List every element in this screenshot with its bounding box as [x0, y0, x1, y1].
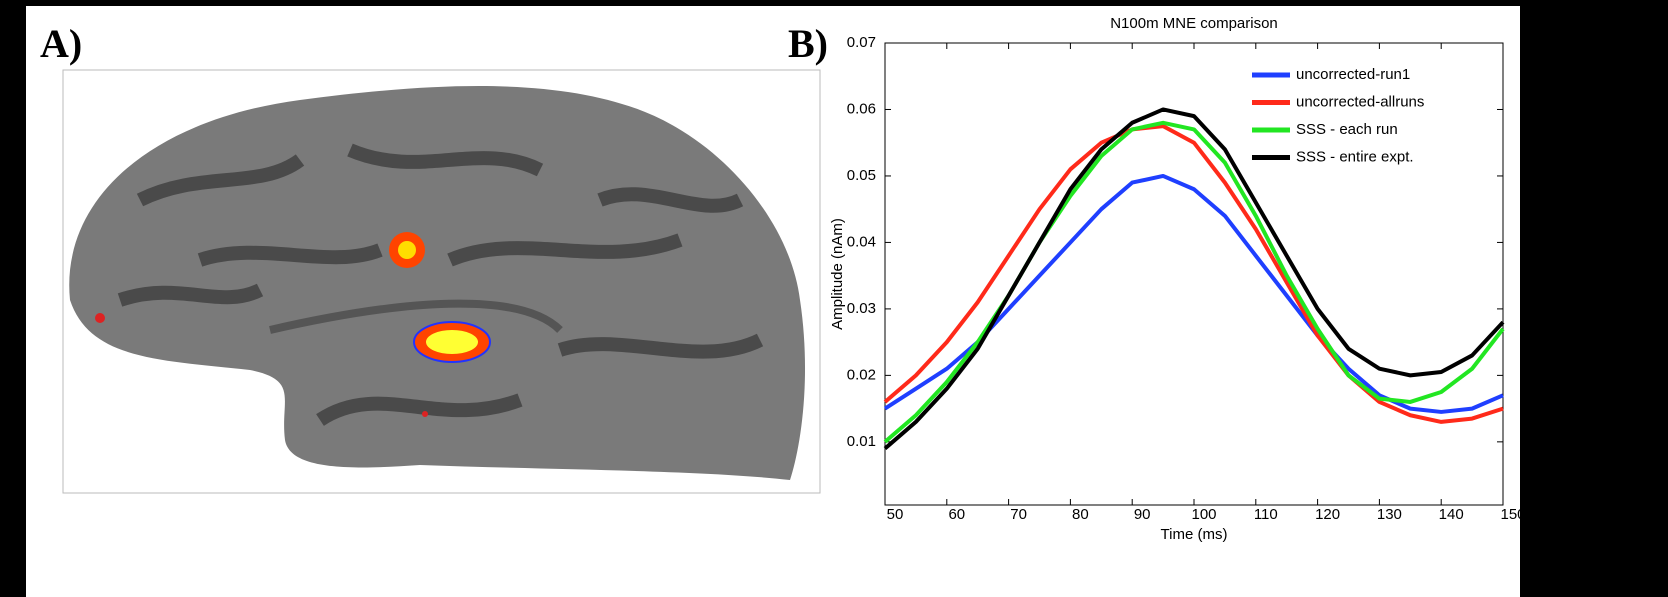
legend-label: SSS - each run: [1296, 121, 1398, 138]
y-tick-label: 0.05: [847, 167, 876, 184]
border-right: [1520, 0, 1668, 597]
x-tick-label: 80: [1072, 506, 1089, 523]
y-tick-label: 0.04: [847, 233, 876, 250]
chart: N100m MNE comparison Time (ms) Amplitude (…: [829, 15, 1526, 543]
chart-title: N100m MNE comparison: [1110, 15, 1278, 32]
x-axis-label: Time (ms): [1161, 526, 1228, 543]
panel-label: A): [40, 21, 82, 66]
x-tick-label: 50: [887, 506, 904, 523]
legend-label: uncorrected-run1: [1296, 66, 1410, 83]
x-tick-label: 150: [1500, 506, 1525, 523]
y-tick-label: 0.02: [847, 366, 876, 383]
x-tick-label: 120: [1315, 506, 1340, 523]
figure: A) B) N100m MNE comparison Time (ms) Ampli…: [0, 0, 1668, 597]
x-tick-label: 90: [1134, 506, 1151, 523]
y-axis-label: Amplitude (nAm): [829, 218, 846, 330]
activation: [95, 313, 105, 323]
legend-label: SSS - entire expt.: [1296, 148, 1414, 165]
x-tick-label: 110: [1254, 506, 1278, 523]
x-tick-label: 100: [1191, 506, 1216, 523]
border-left: [0, 0, 26, 597]
legend-label: uncorrected-allruns: [1296, 93, 1424, 110]
y-tick-label: 0.03: [847, 300, 876, 317]
x-tick-label: 140: [1439, 506, 1464, 523]
y-tick-label: 0.06: [847, 100, 876, 117]
activation: [426, 330, 478, 354]
y-tick-label: 0.01: [847, 433, 876, 450]
x-tick-label: 130: [1377, 506, 1402, 523]
x-tick-label: 60: [948, 506, 965, 523]
activation: [422, 411, 428, 417]
border-top: [0, 0, 1668, 6]
panel-label: B): [788, 21, 828, 66]
brain-image: [63, 70, 820, 493]
y-tick-label: 0.07: [847, 34, 876, 51]
activation: [398, 241, 416, 259]
x-tick-label: 70: [1010, 506, 1027, 523]
plot-area: [885, 43, 1503, 505]
